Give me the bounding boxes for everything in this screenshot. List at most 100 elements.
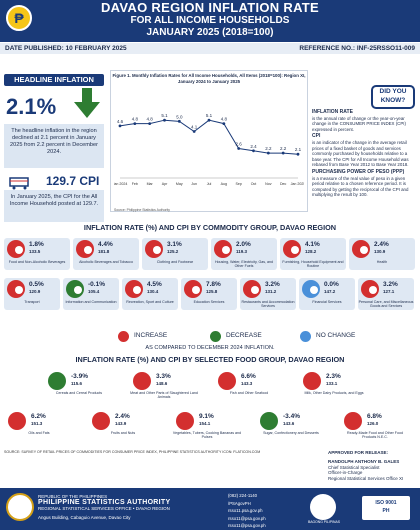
def-text: is an indicator of the change in the ave… xyxy=(312,139,409,168)
address: Angus Building, Cabaguio Avenue, Davao C… xyxy=(38,515,131,520)
food-rate: -3.4% xyxy=(283,413,300,420)
commodity-label: Alcoholic Beverages and Tobacco xyxy=(79,260,133,264)
data-point xyxy=(148,122,152,125)
commodity-cpi: 105.4 xyxy=(88,289,100,294)
psa-name: PHILIPPINE STATISTICS AUTHORITY xyxy=(38,499,171,506)
commodity-rate: 2.0% xyxy=(236,241,251,248)
commodity-card: 0.0% 147.2 Financial Services xyxy=(299,278,355,310)
commodity-glyph xyxy=(251,286,259,294)
commodity-glyph xyxy=(222,246,230,254)
food-rate: 6.8% xyxy=(367,413,382,420)
commodity-cpi: 128.2 xyxy=(305,249,317,254)
data-point xyxy=(118,124,122,128)
food-card: 2.3% 133.1 Milk, Other Dairy Products, a… xyxy=(299,370,369,402)
commodity-label: Recreation, Sport and Culture xyxy=(126,300,174,304)
food-label: Vegetables, Tubers, Cooking Bananas and … xyxy=(172,431,242,440)
food-status-icon xyxy=(176,412,194,430)
definitions-panel: INFLATION RATE is the annual rate of cha… xyxy=(312,108,416,200)
commodity-status-icon xyxy=(145,240,163,258)
commodity-cpi: 130.4 xyxy=(147,289,159,294)
x-tick-label: Sep xyxy=(235,182,241,186)
commodity-glyph xyxy=(360,246,368,254)
commodity-label: Transport xyxy=(24,300,40,304)
data-label: 2.2 xyxy=(280,146,287,151)
chart-title: Figure 1. Monthly Inflation Rates for Al… xyxy=(112,73,306,84)
data-label: 2.1 xyxy=(295,147,302,152)
x-tick-label: Mar xyxy=(147,182,154,186)
page-subtitle-2: JANUARY 2025 (2018=100) xyxy=(146,27,274,38)
chart-source: Source: Philippine Statistics Authority xyxy=(114,208,170,212)
iso-logo: ISO 9001 PH xyxy=(362,496,410,520)
food-status-icon xyxy=(260,412,278,430)
bagong-pilipinas-logo xyxy=(310,494,336,520)
def-term: INFLATION RATE xyxy=(312,109,353,115)
cpi-description: In January 2025, the CPI for the All Inc… xyxy=(4,190,104,222)
commodity-label: Restaurants and Accommodation Services xyxy=(241,300,295,309)
approver-name: RANDOLPH ANTHONY B. GALES xyxy=(328,459,400,465)
commodity-status-icon xyxy=(283,240,301,258)
commodity-label: Furnishing, Household Equipment and Rout… xyxy=(282,260,344,269)
inflation-chart-frame xyxy=(110,70,308,212)
food-label: Sugar, Confectionery and Desserts xyxy=(263,431,319,435)
legend-no-change: NO CHANGE xyxy=(316,332,356,339)
commodity-glyph xyxy=(133,286,141,294)
approver-office: Regional Statistical Services Office XI xyxy=(328,475,404,481)
data-point xyxy=(252,149,255,153)
food-cpi: 133.1 xyxy=(326,381,338,386)
data-point xyxy=(192,130,196,133)
legend-decrease: DECREASE xyxy=(226,332,262,339)
food-status-icon xyxy=(92,412,110,430)
commodity-glyph xyxy=(15,246,23,254)
commodity-card: 3.1% 125.2 Clothing and Footwear xyxy=(142,238,208,270)
commodity-status-icon xyxy=(243,280,261,298)
data-point xyxy=(163,118,166,122)
website-link[interactable]: rsso11.psa.gov.ph xyxy=(228,508,263,513)
commodity-rate: 3.1% xyxy=(167,241,182,248)
data-point xyxy=(296,152,300,156)
food-cpi: 148.6 xyxy=(156,381,168,386)
food-cpi: 143.9 xyxy=(115,421,127,426)
page-subtitle-1: FOR ALL INCOME HOUSEHOLDS xyxy=(130,15,290,26)
commodity-card: 7.8% 125.8 Education Services xyxy=(181,278,237,310)
data-point xyxy=(133,122,137,125)
commodity-rate: 4.5% xyxy=(147,281,162,288)
social-handle[interactable]: /PSAgovPH xyxy=(228,500,251,506)
legend-increase: INCREASE xyxy=(134,332,168,339)
food-rate: 2.4% xyxy=(115,413,130,420)
no-change-dot-icon xyxy=(300,331,311,342)
food-cpi: 115.6 xyxy=(71,381,83,386)
data-point xyxy=(237,147,241,150)
x-tick-label: Jun xyxy=(191,182,197,186)
commodity-cpi: 119.3 xyxy=(236,249,248,254)
phone: (082) 224-1140 xyxy=(228,493,258,498)
commodity-card: 3.2% 131.2 Restaurants and Accommodation… xyxy=(240,278,296,310)
food-card: 6.8% 126.0 Ready-Made Food and Other Foo… xyxy=(340,410,410,442)
data-label: 5.1 xyxy=(206,113,213,118)
data-label: 4.8 xyxy=(221,117,228,122)
data-label: 2.4 xyxy=(250,144,257,149)
approval-block: APPROVED FOR RELEASE: RANDOLPH ANTHONY B… xyxy=(328,450,418,481)
email-link-2[interactable]: rsso11@psa.gov.ph xyxy=(228,523,266,528)
commodity-status-icon xyxy=(76,240,94,258)
commodity-status-icon xyxy=(302,280,320,298)
food-card: 2.4% 143.9 Fruits and Nuts xyxy=(88,410,158,442)
food-status-icon xyxy=(133,372,151,390)
data-label: 4.1 xyxy=(191,125,198,130)
commodity-card: 0.5% 120.9 Transport xyxy=(4,278,60,310)
commodity-cpi: 181.8 xyxy=(98,249,110,254)
headline-inflation-label: HEADLINE INFLATION xyxy=(4,74,104,86)
x-tick-label: Nov xyxy=(265,182,272,186)
commodity-label: Food and Non-Alcoholic Beverages xyxy=(8,260,66,264)
commodity-status-icon xyxy=(7,240,25,258)
commodity-label: Personal Care, and Miscellaneous Goods a… xyxy=(358,300,414,309)
x-tick-label: Apr xyxy=(162,182,168,186)
commodity-cpi: 133.5 xyxy=(29,249,41,254)
commodity-section-title: INFLATION RATE (%) AND CPI BY COMMODITY … xyxy=(83,223,337,232)
x-tick-label: Jan 2024 xyxy=(114,182,127,186)
increase-dot-icon xyxy=(118,331,129,342)
email-link[interactable]: rsso11@psa.gov.ph xyxy=(228,515,266,521)
commodity-glyph xyxy=(153,246,161,254)
food-card: 9.1% 154.1 Vegetables, Tubers, Cooking B… xyxy=(172,410,242,442)
food-card: 3.3% 148.6 Meat and Other Parts of Slaug… xyxy=(129,370,199,402)
data-point xyxy=(266,151,270,155)
